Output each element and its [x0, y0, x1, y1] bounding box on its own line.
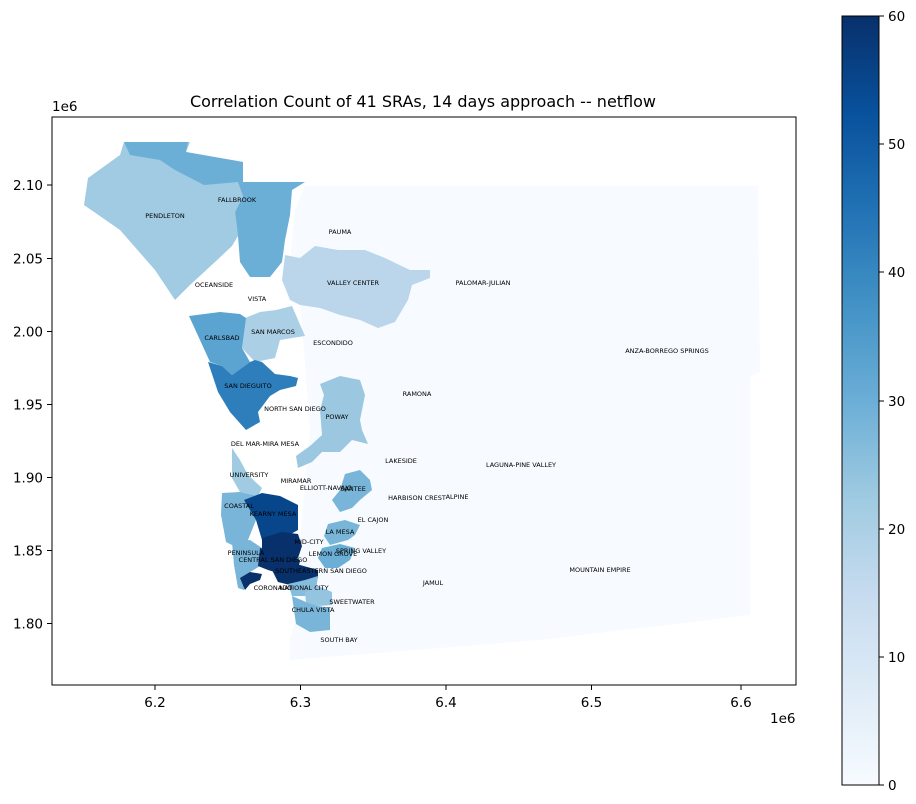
region-shape-valley-center: [282, 246, 430, 328]
region-label-miramar: MIRAMAR: [281, 477, 312, 485]
region-label-harbison-crest: HARBISON CREST: [388, 494, 446, 502]
region-label-mid-city: MID-CITY: [294, 538, 323, 546]
region-shape-peninsula: [232, 540, 262, 590]
region-label-pendleton: PENDLETON: [145, 212, 185, 220]
region-label-del-mar-mira-mesa: DEL MAR-MIRA MESA: [231, 440, 300, 448]
y-tick-label: 1.95: [13, 398, 43, 414]
region-shape-la-mesa: [324, 520, 360, 545]
region-shape-carlsbad: [189, 312, 250, 375]
colorbar-tick-label: 40: [888, 265, 905, 281]
map-title: Correlation Count of 41 SRAs, 14 days ap…: [190, 92, 656, 111]
colorbar-tick-label: 50: [888, 137, 905, 153]
x-axis-offset-label: 1e6: [770, 711, 795, 727]
region-shape-fallbrook: [124, 142, 305, 277]
colorbar-tick-label: 0: [888, 778, 897, 794]
region-labels: PENDLETON FALLBROOK PAUMA OCEANSIDE VIST…: [145, 196, 709, 644]
x-tick-label: 6.4: [435, 695, 456, 711]
region-label-la-mesa: LA MESA: [326, 528, 355, 536]
region-label-carlsbad: CARLSBAD: [204, 334, 239, 342]
y-tick-label: 2.00: [13, 325, 43, 341]
region-label-vista: VISTA: [248, 295, 267, 303]
x-tick-label: 6.5: [581, 695, 602, 711]
region-label-central-san-diego: CENTRAL SAN DIEGO: [239, 556, 308, 564]
y-tick-label: 1.80: [13, 617, 43, 633]
region-label-southeastern-san-diego: SOUTHEASTERN SAN DIEGO: [275, 567, 367, 575]
y-axis-offset-label: 1e6: [52, 99, 77, 115]
region-label-national-city: NATIONAL CITY: [279, 584, 328, 592]
x-tick-label: 6.3: [290, 695, 311, 711]
region-label-peninsula: PENINSULA: [228, 549, 265, 557]
x-tick-label: 6.6: [730, 695, 751, 711]
y-tick-label: 2.10: [13, 178, 43, 194]
colorbar-gradient: [841, 15, 880, 786]
region-shape-poway: [296, 376, 368, 468]
region-label-coronado: CORONADO: [254, 584, 293, 592]
region-label-jamul: JAMUL: [422, 579, 444, 587]
region-label-sweetwater: SWEETWATER: [329, 598, 375, 606]
region-label-san-dieguito: SAN DIEGUITO: [224, 382, 271, 390]
colorbar-tick-label: 20: [888, 522, 905, 538]
region-label-lemon-grove: LEMON GROVE: [309, 550, 358, 558]
region-label-escondido: ESCONDIDO: [313, 339, 353, 347]
y-axis: 2.10 2.05 2.00 1.95 1.90 1.85 1.80: [13, 178, 52, 633]
region-label-north-san-diego: NORTH SAN DIEGO: [264, 405, 326, 413]
region-shape-anza-borrego-springs: [290, 186, 760, 660]
y-tick-label: 1.85: [13, 544, 43, 560]
region-label-pauma: PAUMA: [329, 228, 352, 236]
region-shape-university: [232, 448, 262, 496]
region-label-south-bay: SOUTH BAY: [320, 636, 357, 644]
region-label-spring-valley: SPRING VALLEY: [336, 547, 386, 555]
region-label-elliott-navajo: ELLIOTT-NAVAJO: [300, 484, 352, 492]
region-label-lakeside: LAKESIDE: [385, 457, 417, 465]
region-label-el-cajon: EL CAJON: [358, 516, 389, 524]
region-label-university: UNIVERSITY: [230, 471, 269, 479]
region-label-laguna-pine-valley: LAGUNA-PINE VALLEY: [486, 461, 556, 469]
region-label-san-marcos: SAN MARCOS: [251, 328, 295, 336]
region-shape-spring-valley: [318, 544, 355, 568]
region-label-palomar-julian: PALOMAR-JULIAN: [456, 279, 511, 287]
region-label-ramona: RAMONA: [403, 390, 432, 398]
region-shape-san-dieguito: [208, 360, 298, 430]
region-shape-santee: [332, 470, 372, 512]
x-axis: 6.2 6.3 6.4 6.5 6.6: [144, 685, 752, 711]
region-shape-chula-vista: [292, 596, 330, 632]
region-label-coastal: COASTAL: [224, 502, 254, 510]
region-label-oceanside: OCEANSIDE: [195, 281, 233, 289]
y-tick-label: 2.05: [13, 252, 43, 268]
colorbar-tick-label: 30: [888, 394, 905, 410]
region-label-valley-center: VALLEY CENTER: [327, 279, 379, 287]
region-label-chula-vista: CHULA VISTA: [292, 606, 335, 614]
region-label-santee: SANTEE: [340, 485, 366, 493]
region-shape-san-marcos: [242, 306, 305, 362]
region-label-anza-borrego-springs: ANZA-BORREGO SPRINGS: [625, 347, 709, 355]
region-shape-coronado: [240, 572, 262, 590]
colorbar-tick-label: 10: [888, 650, 905, 666]
region-label-mountain-empire: MOUNTAIN EMPIRE: [569, 566, 630, 574]
region-label-poway: POWAY: [325, 413, 348, 421]
region-label-alpine: ALPINE: [446, 493, 469, 501]
map-axes-frame: [51, 116, 797, 686]
region-label-kearny-mesa: KEARNY MESA: [250, 510, 297, 518]
region-label-fallbrook: FALLBROOK: [218, 196, 257, 204]
colorbar-tick-label: 60: [888, 9, 905, 25]
region-shape-sweetwater: [305, 586, 332, 606]
y-tick-label: 1.90: [13, 471, 43, 487]
region-shape-kearny-mesa: [244, 493, 298, 540]
x-tick-label: 6.2: [144, 695, 165, 711]
colorbar: 0 10 20 30 40 50 60: [841, 9, 905, 794]
region-shapes: [84, 142, 760, 660]
